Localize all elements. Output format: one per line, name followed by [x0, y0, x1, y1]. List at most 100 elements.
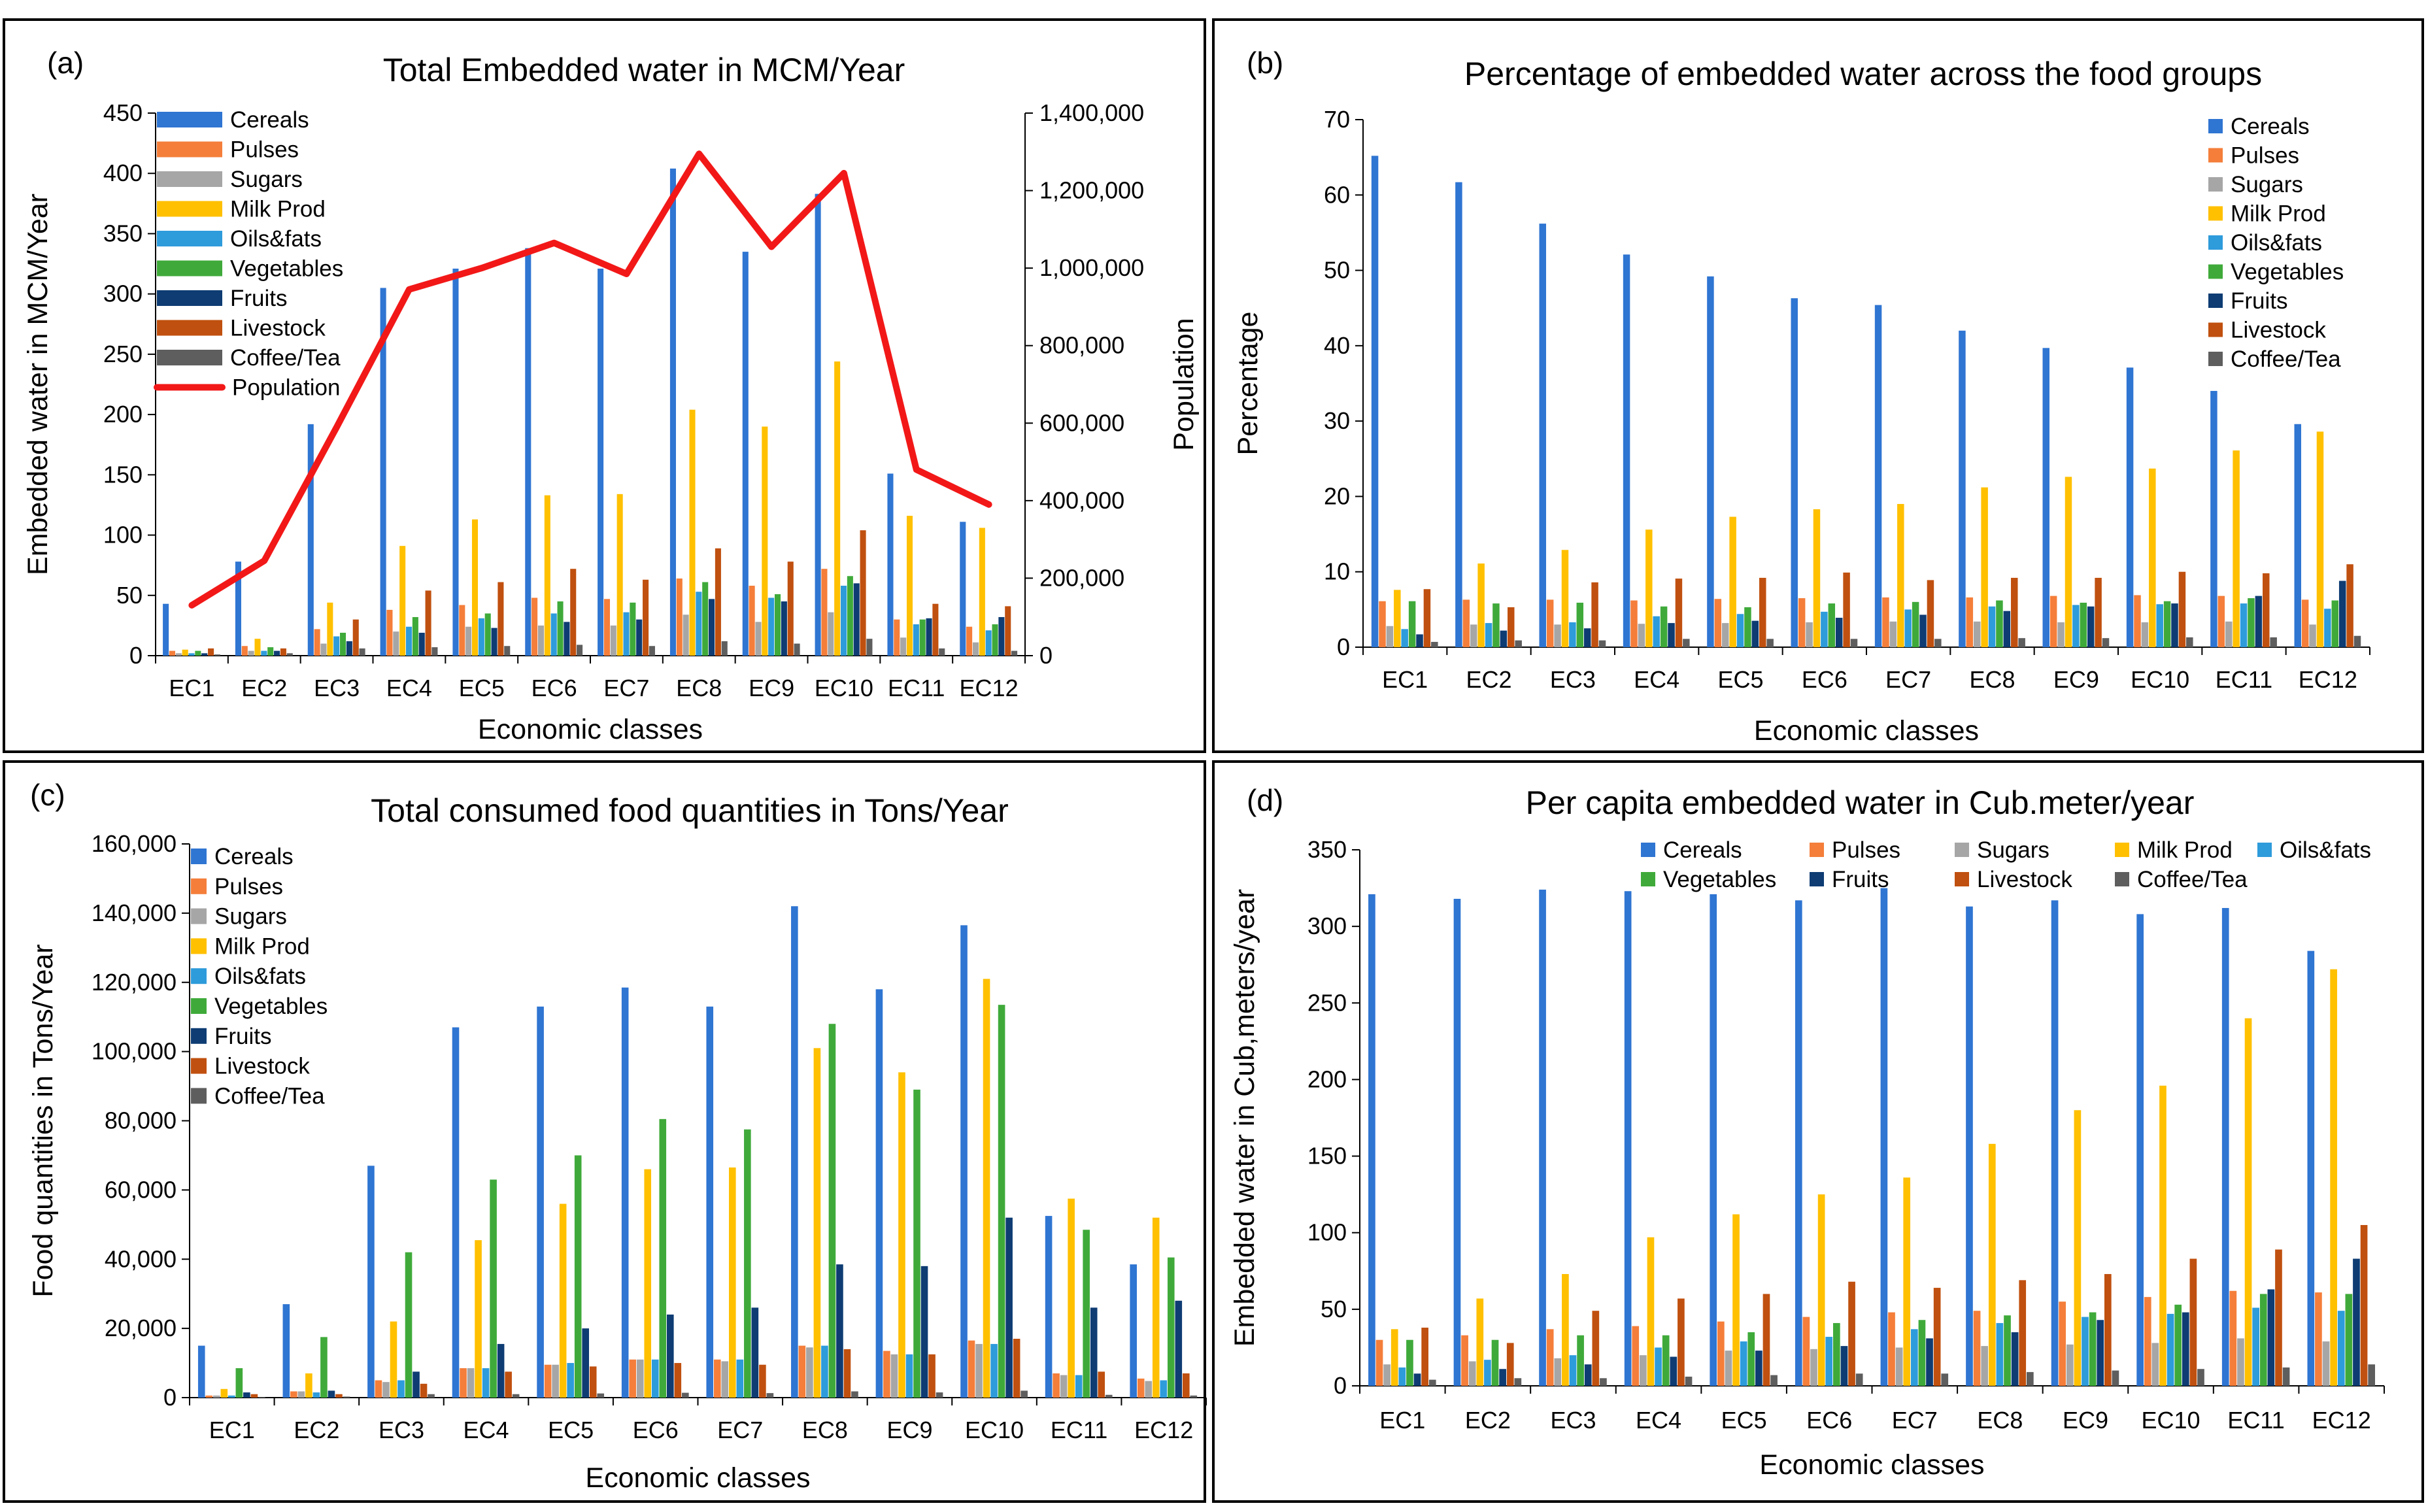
x-tick-label: EC5 — [459, 675, 505, 701]
series-milkprod — [220, 979, 1160, 1398]
bar — [919, 619, 926, 656]
chart-a: (a) Total Embedded water in MCM/Year 0 50 10… — [22, 46, 1200, 745]
bar — [623, 612, 630, 656]
bar — [2233, 450, 2240, 647]
bar — [2186, 637, 2193, 647]
bar — [343, 1396, 350, 1398]
bar — [1506, 1343, 1514, 1386]
bar — [397, 1380, 405, 1398]
bar — [2267, 1289, 2275, 1386]
y-tick-label: 150 — [103, 461, 143, 488]
y-tick-label: 350 — [1307, 836, 1347, 863]
y2-tick-label: 400,000 — [1039, 487, 1124, 514]
bar — [900, 637, 907, 656]
bar — [1973, 1311, 1981, 1386]
bar — [2097, 1320, 2104, 1386]
bar — [775, 594, 781, 656]
series-oilsfats — [1401, 603, 2331, 647]
bar — [1645, 529, 1653, 647]
series-coffeetea — [258, 1390, 1198, 1398]
bar — [1624, 891, 1632, 1386]
bar — [983, 979, 990, 1398]
legend-label: Vegetables — [230, 256, 343, 282]
bar — [1075, 1375, 1083, 1398]
legend-label: Sugars — [2231, 172, 2303, 197]
bar — [2174, 1304, 2182, 1386]
y-tick-label: 100,000 — [92, 1038, 177, 1065]
bar — [1835, 618, 1843, 647]
bar — [2331, 600, 2339, 647]
bar — [1810, 1349, 1817, 1386]
bar — [2210, 391, 2217, 647]
x-tick-label: EC10 — [2131, 666, 2189, 693]
bar — [235, 1368, 243, 1398]
legend-swatch — [2208, 206, 2223, 221]
bar — [574, 1155, 582, 1398]
bar — [651, 1359, 659, 1398]
bar — [2263, 573, 2270, 647]
bar — [1383, 1364, 1391, 1386]
y-axis-title: Percentage — [1232, 312, 1264, 456]
bar — [552, 1364, 559, 1398]
bar — [2072, 605, 2080, 647]
series-cereals — [1368, 888, 2315, 1386]
bar — [932, 603, 939, 656]
bar — [1855, 1373, 1863, 1386]
x-tick-label: EC8 — [1977, 1407, 2023, 1434]
bar — [1882, 597, 1889, 647]
bar — [966, 626, 973, 656]
bar — [1918, 1320, 1926, 1386]
bar — [197, 1345, 205, 1398]
bar — [1499, 1369, 1506, 1386]
bar — [399, 546, 406, 656]
bar — [1766, 639, 1774, 647]
bar — [1492, 603, 1500, 647]
bar — [913, 624, 919, 656]
legend-label: Fruits — [230, 286, 288, 311]
bar — [1740, 1341, 1747, 1386]
bar — [866, 639, 873, 656]
bar — [570, 569, 577, 656]
legend-swatch — [1641, 872, 1655, 886]
y-tick-label: 450 — [103, 99, 143, 126]
legend-label: Cereals — [214, 844, 294, 869]
series-cereals — [1371, 156, 2301, 648]
bar — [905, 1354, 913, 1398]
legend-swatch — [191, 848, 207, 864]
x-tick-label: EC5 — [1717, 666, 1763, 693]
bar — [531, 597, 538, 656]
bar — [1508, 607, 1515, 647]
bar — [320, 643, 327, 656]
legend-label: Coffee/Tea — [230, 345, 341, 371]
bar — [282, 1304, 290, 1398]
legend-swatch — [2208, 352, 2223, 366]
bar — [1762, 1294, 1770, 1386]
bar — [1083, 1230, 1090, 1398]
bar — [1678, 1298, 1685, 1386]
bar — [1045, 1216, 1053, 1398]
bar — [267, 647, 274, 656]
bar — [1583, 628, 1591, 647]
bar — [1668, 623, 1675, 647]
series-coffeetea — [1431, 635, 2361, 647]
bar — [2330, 969, 2337, 1386]
legend: Cereals Pulses Sugars Milk Prod Oils&fats Veg… — [2208, 114, 2344, 372]
legend-label: Cereals — [230, 107, 309, 133]
legend-swatch — [2208, 119, 2223, 133]
bar — [286, 653, 293, 656]
bar — [621, 987, 629, 1398]
bar — [721, 641, 728, 656]
legend-label: Sugars — [1977, 837, 2049, 863]
bar — [2324, 609, 2331, 647]
series-cereals — [163, 168, 966, 656]
bar — [766, 1393, 774, 1398]
y-tick-label: 50 — [1321, 1296, 1347, 1322]
bar — [512, 1394, 520, 1398]
series-livestock — [1423, 564, 2353, 647]
x-tick-label: EC7 — [717, 1417, 763, 1443]
bar — [367, 1166, 375, 1398]
bar — [248, 650, 254, 656]
bar — [1554, 1358, 1562, 1386]
bar — [1744, 607, 1751, 647]
bar — [1379, 601, 1386, 647]
